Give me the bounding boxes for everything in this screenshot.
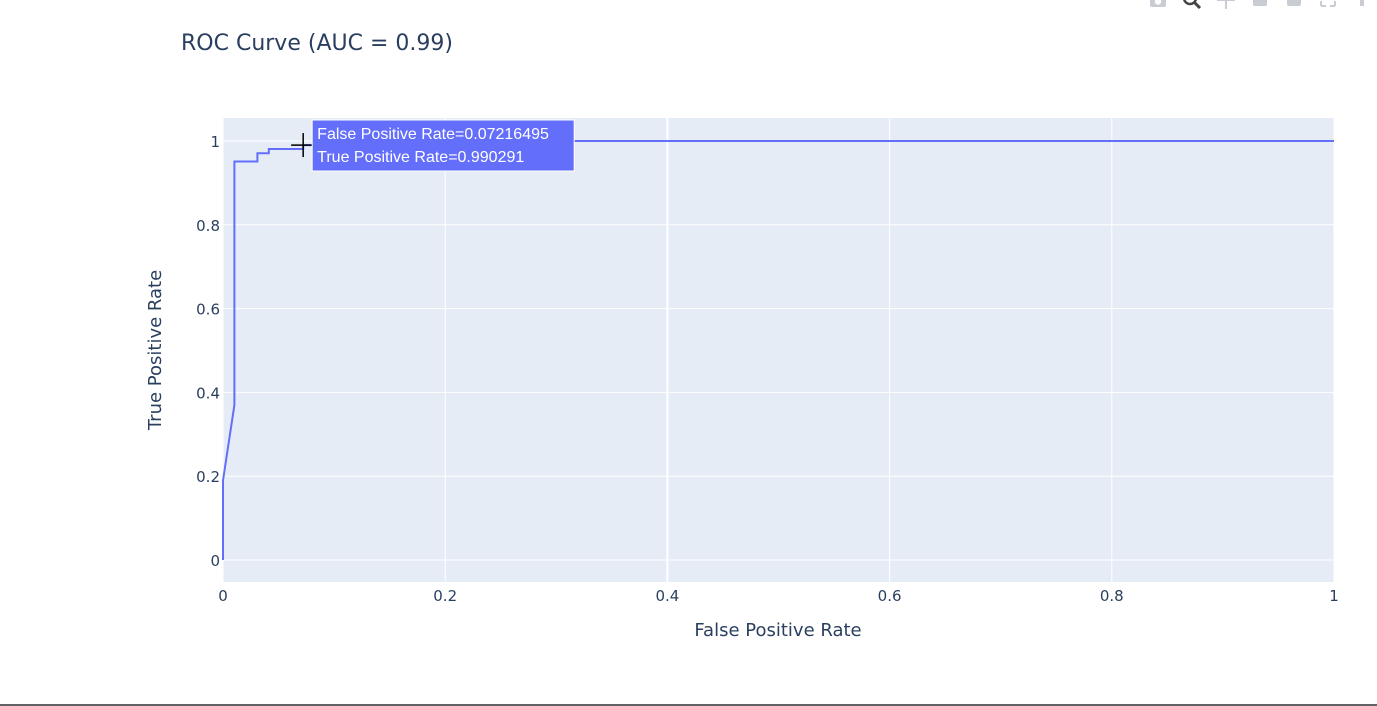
zoom-in-icon[interactable] [1249,0,1271,10]
y-tick-label: 1 [210,133,220,151]
x-tick-label: 0.2 [433,587,457,605]
reset-axes-icon[interactable] [1351,0,1373,10]
pan-icon[interactable] [1215,0,1237,10]
x-tick-label: 0 [218,587,228,605]
x-tick-label: 0.6 [878,587,902,605]
zoom-out-icon[interactable] [1283,0,1305,10]
y-axis-title: True Positive Rate [145,270,166,431]
x-tick-label: 0.4 [655,587,679,605]
hover-tooltip [311,119,575,172]
y-tick-label: 0.8 [196,217,220,235]
y-tick-label: 0.2 [196,468,220,486]
camera-icon[interactable] [1147,0,1169,10]
modebar [1147,0,1377,10]
x-tick-label: 0.8 [1100,587,1124,605]
zoom-icon[interactable] [1181,0,1203,10]
y-tick-label: 0 [210,552,220,570]
plot-area [223,118,1334,582]
autoscale-icon[interactable] [1317,0,1339,10]
chart-title: ROC Curve (AUC = 0.99) [181,31,453,56]
y-tick-label: 0.4 [196,384,220,402]
x-axis-title: False Positive Rate [694,620,861,641]
hover-tooltip-y: True Positive Rate=0.990291 [317,149,524,166]
y-tick-label: 0.6 [196,301,220,319]
window-bottom-border [0,704,1377,706]
x-tick-label: 1 [1329,587,1339,605]
hover-tooltip-x: False Positive Rate=0.07216495 [317,126,549,143]
